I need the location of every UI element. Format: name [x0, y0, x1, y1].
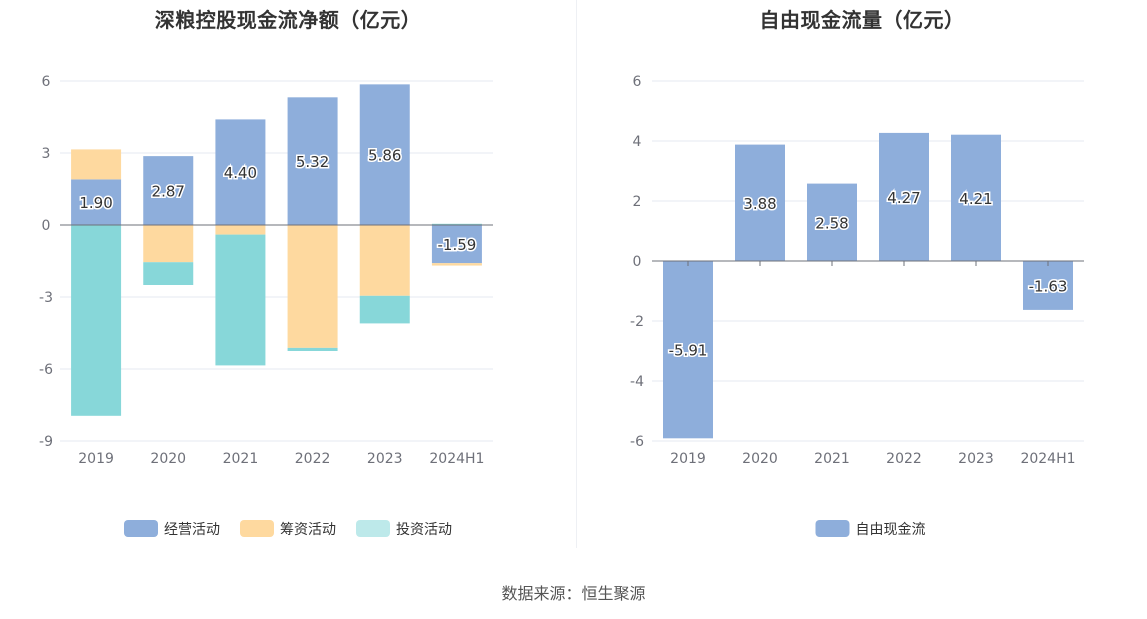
data-label: 4.21 [959, 190, 992, 208]
panel-divider [576, 0, 577, 548]
bar [287, 225, 338, 348]
free-cash-flow-chart: 6 4 2 0 -2 -4 -6 2019 2020 2021 2022 2023 2024H1 -5.9… [630, 74, 1084, 538]
data-label: 5.32 [296, 153, 329, 171]
bar [807, 183, 857, 261]
legend-item: 自由现金流 [815, 520, 926, 538]
bar [1023, 261, 1073, 310]
data-label: 1.90 [79, 194, 112, 212]
x-tick-label: 2022 [886, 451, 922, 467]
data-label: -1.59 [438, 236, 477, 254]
bar [735, 144, 785, 261]
y-tick-label: 0 [42, 218, 51, 234]
data-source-note: 数据来源：恒生聚源 [501, 584, 646, 603]
data-label: -5.91 [669, 342, 708, 360]
bar [359, 295, 410, 324]
y-tick-label: -2 [630, 314, 644, 330]
y-tick-label: -3 [39, 290, 53, 306]
bar [951, 134, 1001, 261]
y-tick-label: 0 [633, 254, 642, 270]
bar [663, 261, 713, 439]
chart-title: 自由现金流量（亿元） [759, 8, 965, 32]
cash-flow-net-chart: 6 3 0 -3 -6 -9 2019 2020 2021 2022 2023 2024H1 1.90 2… [39, 74, 493, 538]
y-tick-label: -4 [630, 374, 644, 390]
y-tick-label: 6 [633, 74, 642, 90]
legend-swatch [815, 520, 850, 537]
y-tick-label: 2 [633, 194, 642, 210]
legend-item: 经营活动 [124, 520, 220, 538]
x-tick-label: 2023 [367, 451, 403, 467]
bar [143, 156, 194, 225]
bar [143, 262, 194, 285]
x-tick-label: 2020 [150, 451, 186, 467]
y-tick-label: 4 [633, 134, 642, 150]
x-tick-label: 2024H1 [429, 451, 484, 467]
bar [215, 234, 266, 366]
bar [431, 263, 482, 266]
free-cash-flow-chart-panel: 自由现金流量（亿元） 6 4 2 0 -2 -4 -6 2019 2020 2021 2022 202… [577, 0, 1147, 560]
legend-item: 筹资活动 [240, 520, 336, 538]
bar [215, 119, 266, 225]
legend-label: 筹资活动 [280, 521, 336, 538]
x-tick-label: 2022 [295, 451, 331, 467]
data-label: 5.86 [368, 147, 401, 165]
y-tick-label: 6 [42, 74, 51, 90]
y-tick-label: -9 [39, 434, 53, 450]
legend-label: 投资活动 [396, 522, 452, 538]
legend-swatch [240, 520, 274, 537]
bar [359, 225, 410, 296]
x-tick-label: 2019 [670, 451, 706, 467]
data-label: 2.58 [815, 214, 848, 232]
data-label: 4.40 [224, 164, 257, 182]
data-label: 4.27 [887, 189, 920, 207]
bar [71, 225, 122, 416]
bar [287, 97, 338, 225]
data-label: 2.87 [152, 183, 185, 201]
x-tick-label: 2023 [958, 451, 994, 467]
x-tick-label: 2020 [742, 451, 778, 467]
bar [215, 225, 266, 235]
legend-label: 经营活动 [164, 522, 220, 538]
bar [71, 149, 122, 180]
cash-flow-net-chart-panel: 深粮控股现金流净额（亿元） 6 3 0 -3 -6 -9 2019 2020 2021 2022 2… [0, 0, 576, 560]
bar [359, 84, 410, 225]
bar [879, 132, 929, 261]
x-tick-label: 2024H1 [1020, 451, 1075, 467]
x-tick-label: 2021 [223, 451, 259, 467]
bar [143, 225, 194, 263]
y-tick-label: 3 [42, 146, 51, 162]
bar [431, 223, 482, 225]
bar [71, 179, 122, 225]
bar [287, 347, 338, 351]
y-tick-label: -6 [630, 434, 644, 450]
y-tick-label: -6 [39, 362, 53, 378]
legend-item: 投资活动 [356, 520, 452, 538]
data-label: -1.63 [1029, 277, 1068, 295]
chart-title: 深粮控股现金流净额（亿元） [154, 8, 422, 32]
bar [431, 225, 482, 264]
x-tick-label: 2021 [814, 451, 850, 467]
legend-swatch [124, 520, 158, 537]
data-label: 3.88 [743, 195, 776, 213]
legend-label: 自由现金流 [856, 522, 926, 538]
legend-swatch [356, 520, 390, 537]
x-tick-label: 2019 [78, 451, 114, 467]
